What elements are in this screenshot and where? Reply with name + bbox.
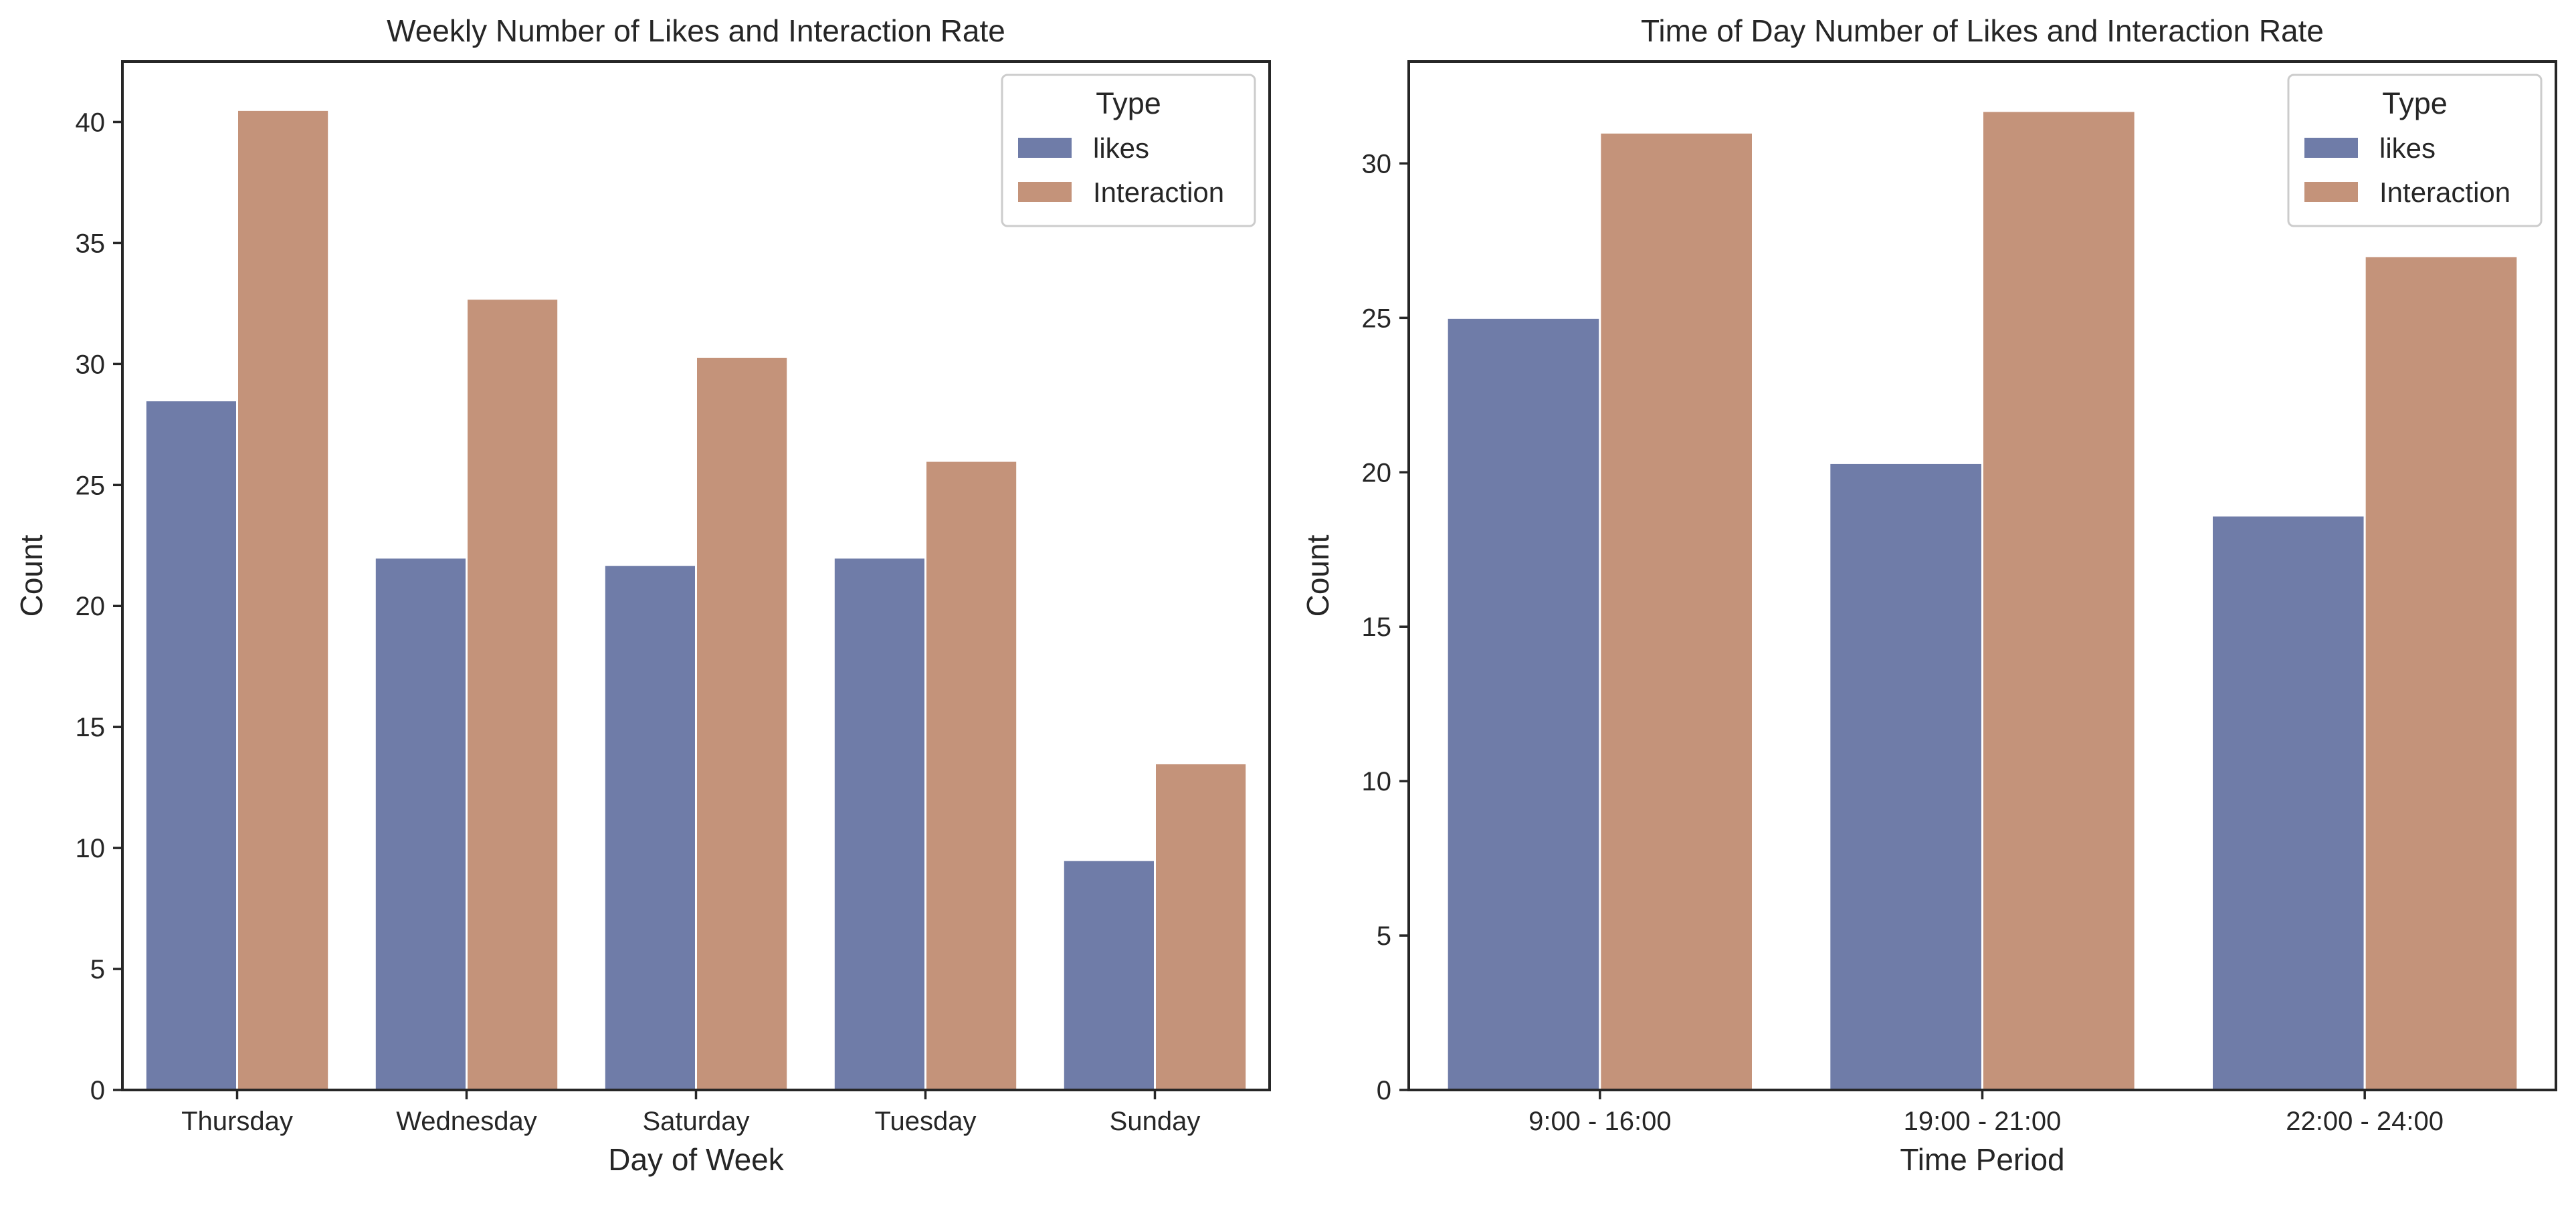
x-tick-label: Tuesday bbox=[875, 1107, 977, 1136]
y-axis-label: Count bbox=[1300, 534, 1335, 617]
x-tick-label: Saturday bbox=[642, 1107, 749, 1136]
bar-interaction-0 bbox=[1599, 131, 1754, 1091]
legend-title: Type bbox=[1096, 86, 1161, 120]
x-tick-label: Thursday bbox=[181, 1107, 293, 1136]
legend-label-interaction: Interaction bbox=[2379, 177, 2510, 208]
y-tick-label: 0 bbox=[90, 1076, 105, 1105]
x-tick-label: 19:00 - 21:00 bbox=[1904, 1107, 2062, 1136]
bar-interaction-1 bbox=[466, 298, 560, 1091]
y-tick-label: 10 bbox=[76, 834, 106, 863]
bar-likes-2 bbox=[603, 564, 697, 1091]
bar-likes-1 bbox=[373, 556, 468, 1091]
time-of-day-chart: 0 5 10 15 20 25 30 9:00 - 16:00 19:00 - 21:00 22:… bbox=[1300, 13, 2557, 1177]
bar-likes-4 bbox=[1062, 859, 1157, 1091]
y-tick-label: 0 bbox=[1377, 1076, 1391, 1105]
bar-interaction-4 bbox=[1154, 762, 1248, 1091]
legend-swatch-likes bbox=[2304, 138, 2358, 158]
bar-interaction-2 bbox=[2363, 255, 2519, 1091]
chart-title: Weekly Number of Likes and Interaction R… bbox=[387, 13, 1005, 48]
legend: Type likes Interaction bbox=[1001, 74, 1256, 227]
bar-likes-0 bbox=[144, 399, 238, 1091]
legend-label-interaction: Interaction bbox=[1093, 177, 1224, 208]
bar-likes-1 bbox=[1828, 461, 1983, 1091]
x-tick-label: 22:00 - 24:00 bbox=[2286, 1107, 2444, 1136]
x-tick-label: Wednesday bbox=[396, 1107, 537, 1136]
y-tick-label: 40 bbox=[76, 108, 106, 137]
legend-swatch-likes bbox=[1018, 138, 1072, 158]
bar-likes-0 bbox=[1446, 316, 1601, 1091]
chart-title: Time of Day Number of Likes and Interact… bbox=[1641, 13, 2324, 48]
y-tick-label: 35 bbox=[76, 229, 106, 258]
x-tick-label: 9:00 - 16:00 bbox=[1528, 1107, 1672, 1136]
bar-likes-2 bbox=[2211, 514, 2366, 1091]
x-axis-label: Time Period bbox=[1900, 1142, 2064, 1177]
y-tick-label: 25 bbox=[1362, 304, 1392, 333]
y-tick-label: 10 bbox=[1362, 767, 1392, 796]
x-tick-label: Sunday bbox=[1110, 1107, 1201, 1136]
legend-swatch-interaction bbox=[1018, 182, 1072, 202]
legend-title: Type bbox=[2382, 86, 2448, 120]
legend: Type likes Interaction bbox=[2287, 74, 2543, 227]
y-tick-label: 15 bbox=[1362, 613, 1392, 642]
bar-interaction-0 bbox=[236, 108, 330, 1091]
y-tick-label: 5 bbox=[90, 955, 105, 984]
weekly-chart: 0 5 10 15 20 25 30 35 40 Thursday Wednesday Saturda… bbox=[14, 13, 1271, 1177]
y-axis-label: Count bbox=[14, 534, 49, 617]
y-tick-label: 25 bbox=[76, 471, 106, 500]
bar-interaction-2 bbox=[695, 355, 789, 1091]
bar-interaction-1 bbox=[1981, 110, 2137, 1091]
y-tick-label: 20 bbox=[76, 592, 106, 621]
bar-interaction-3 bbox=[924, 459, 1019, 1091]
legend-label-likes: likes bbox=[1093, 132, 1149, 164]
y-tick-label: 15 bbox=[76, 713, 106, 742]
bar-likes-3 bbox=[832, 556, 927, 1091]
y-tick-label: 30 bbox=[76, 350, 106, 379]
y-tick-label: 20 bbox=[1362, 458, 1392, 487]
legend-swatch-interaction bbox=[2304, 182, 2358, 202]
x-axis-label: Day of Week bbox=[608, 1142, 784, 1177]
y-tick-label: 30 bbox=[1362, 149, 1392, 179]
y-tick-label: 5 bbox=[1377, 921, 1391, 951]
legend-label-likes: likes bbox=[2379, 132, 2436, 164]
